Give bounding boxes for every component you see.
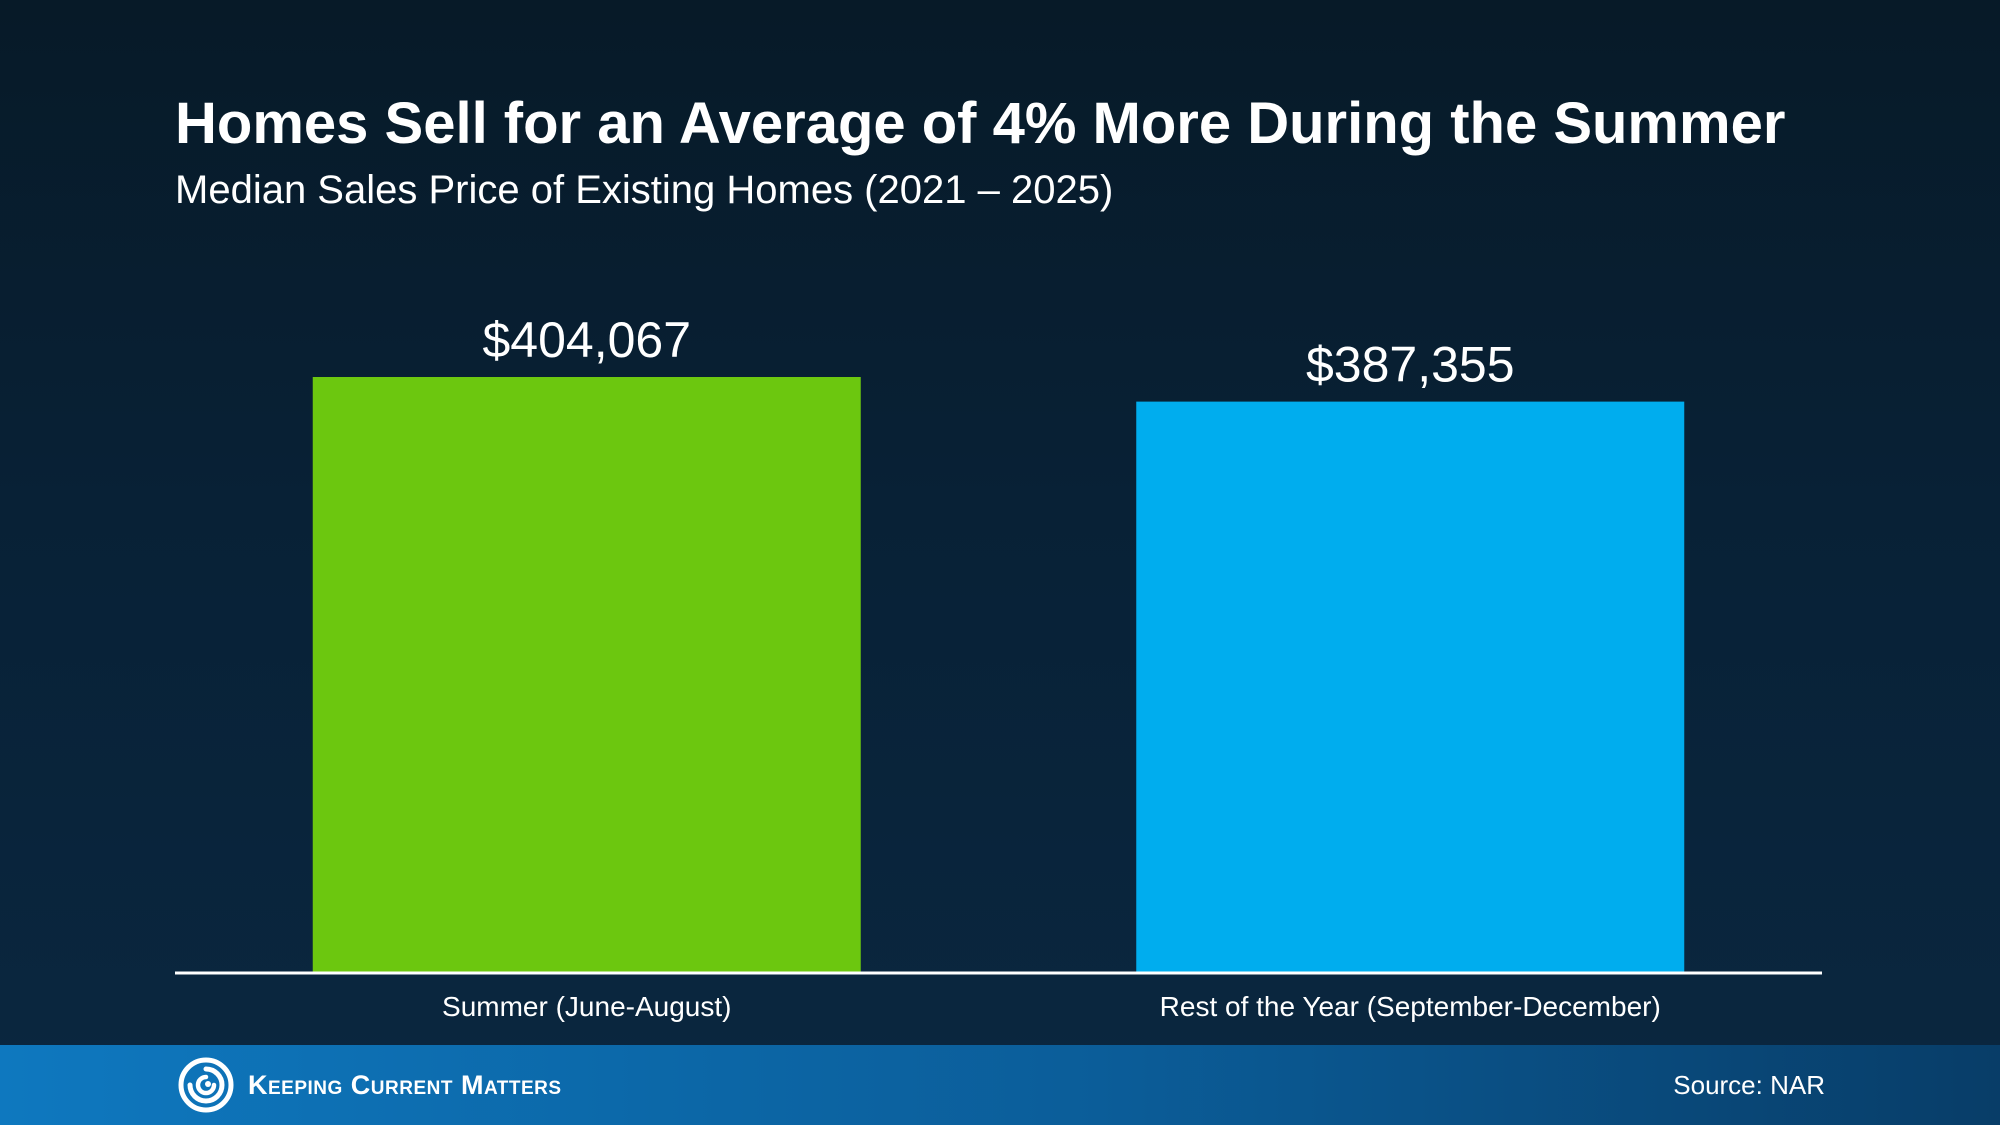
chart-subtitle: Median Sales Price of Existing Homes (20… [175, 168, 1114, 212]
category-label-0: Summer (June-August) [442, 991, 731, 1022]
value-label-0: $404,067 [482, 312, 691, 368]
source-note: Source: NAR [1673, 1070, 1825, 1100]
bar-0 [312, 377, 861, 972]
chart-title: Homes Sell for an Average of 4% More Dur… [175, 91, 1786, 156]
value-label-1: $387,355 [1306, 337, 1515, 393]
footer-bar: Keeping Current Matters Source: NAR [0, 1045, 2000, 1125]
bar-chart: $404,067 Summer (June-August) $387,355 Rest… [312, 312, 1685, 1022]
brand-name: Keeping Current Matters [248, 1069, 562, 1100]
bar-1 [1136, 401, 1685, 972]
category-label-1: Rest of the Year (September-December) [1160, 991, 1661, 1022]
brand-logo[interactable]: Keeping Current Matters [178, 1057, 562, 1113]
swirl-logo-icon [178, 1057, 234, 1113]
